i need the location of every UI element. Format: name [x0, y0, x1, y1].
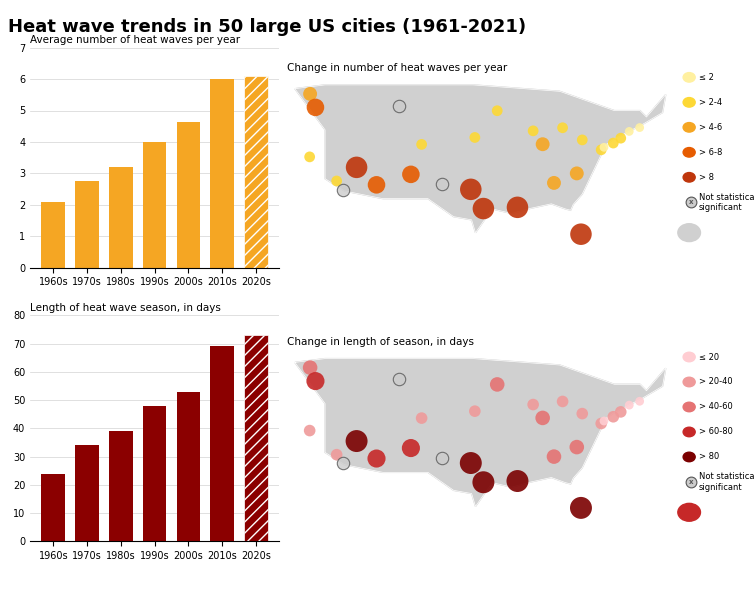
Point [537, 413, 549, 422]
Point [556, 397, 569, 406]
Point [685, 198, 697, 207]
Point [624, 127, 636, 136]
Point [370, 454, 382, 464]
Point [393, 374, 405, 384]
Bar [176, 121, 200, 268]
Point [607, 412, 619, 421]
Bar [244, 76, 268, 268]
Point [595, 419, 607, 428]
Text: Not statistically
significant: Not statistically significant [699, 472, 754, 491]
Point [337, 185, 349, 195]
Point [598, 416, 610, 426]
Bar [41, 474, 65, 541]
Point [477, 204, 489, 214]
Point [393, 101, 405, 110]
Polygon shape [295, 85, 666, 233]
Point [537, 139, 549, 149]
Point [405, 170, 417, 179]
Bar [210, 346, 234, 541]
Point [415, 414, 428, 423]
Bar [109, 167, 133, 268]
Text: > 20-40: > 20-40 [699, 377, 733, 387]
Point [304, 152, 316, 162]
Point [511, 202, 523, 212]
Point [309, 102, 321, 112]
Point [527, 126, 539, 136]
Point [575, 503, 587, 513]
Point [330, 450, 342, 459]
Text: Change in number of heat waves per year: Change in number of heat waves per year [287, 63, 507, 73]
Point [477, 478, 489, 487]
Text: Change in length of season, in days: Change in length of season, in days [287, 337, 474, 347]
Point [571, 442, 583, 452]
Text: > 80: > 80 [699, 452, 719, 462]
Text: ≤ 2: ≤ 2 [699, 73, 714, 82]
Point [330, 176, 342, 186]
Bar [41, 202, 65, 268]
Point [469, 133, 481, 142]
Text: > 60-80: > 60-80 [699, 427, 733, 437]
Text: x: x [688, 199, 693, 205]
Point [337, 459, 349, 468]
Text: Average number of heat waves per year: Average number of heat waves per year [30, 36, 241, 45]
Bar [210, 79, 234, 268]
Point [436, 179, 448, 189]
Point [615, 133, 627, 143]
Point [685, 477, 697, 487]
Point [304, 363, 316, 372]
Point [615, 407, 627, 416]
Bar [75, 445, 99, 541]
Point [576, 409, 588, 418]
Point [351, 436, 363, 446]
Text: > 2-4: > 2-4 [699, 98, 722, 107]
Point [405, 443, 417, 453]
Text: > 6-8: > 6-8 [699, 148, 722, 157]
Polygon shape [295, 359, 666, 506]
Text: x: x [688, 479, 693, 485]
Point [491, 106, 503, 115]
Point [415, 140, 428, 149]
Point [491, 380, 503, 389]
Point [556, 123, 569, 133]
Point [575, 230, 587, 239]
Point [351, 162, 363, 172]
Text: Length of heat wave season, in days: Length of heat wave season, in days [30, 303, 221, 313]
Point [548, 178, 560, 187]
Point [624, 400, 636, 410]
Point [527, 400, 539, 409]
Point [576, 135, 588, 145]
Point [633, 396, 645, 406]
Text: Heat wave trends in 50 large US cities (1961-2021): Heat wave trends in 50 large US cities (… [8, 18, 526, 36]
Text: > 8: > 8 [699, 173, 714, 182]
Point [633, 123, 645, 132]
Point [595, 145, 607, 155]
Bar [176, 392, 200, 541]
Point [436, 453, 448, 462]
Point [309, 376, 321, 386]
Point [469, 406, 481, 416]
Text: ≤ 20: ≤ 20 [699, 352, 719, 362]
Point [464, 184, 477, 194]
Bar [143, 142, 167, 268]
Bar [75, 181, 99, 268]
Bar [109, 431, 133, 541]
Point [548, 452, 560, 461]
Text: Not statistically
significant: Not statistically significant [699, 193, 754, 212]
Point [304, 89, 316, 99]
Point [370, 180, 382, 190]
Point [607, 138, 619, 148]
Point [511, 476, 523, 486]
Bar [143, 406, 167, 541]
Point [464, 458, 477, 468]
Text: > 40-60: > 40-60 [699, 402, 733, 412]
Bar [244, 335, 268, 541]
Text: > 4-6: > 4-6 [699, 123, 722, 132]
Point [598, 143, 610, 152]
Point [571, 168, 583, 178]
Point [304, 426, 316, 436]
